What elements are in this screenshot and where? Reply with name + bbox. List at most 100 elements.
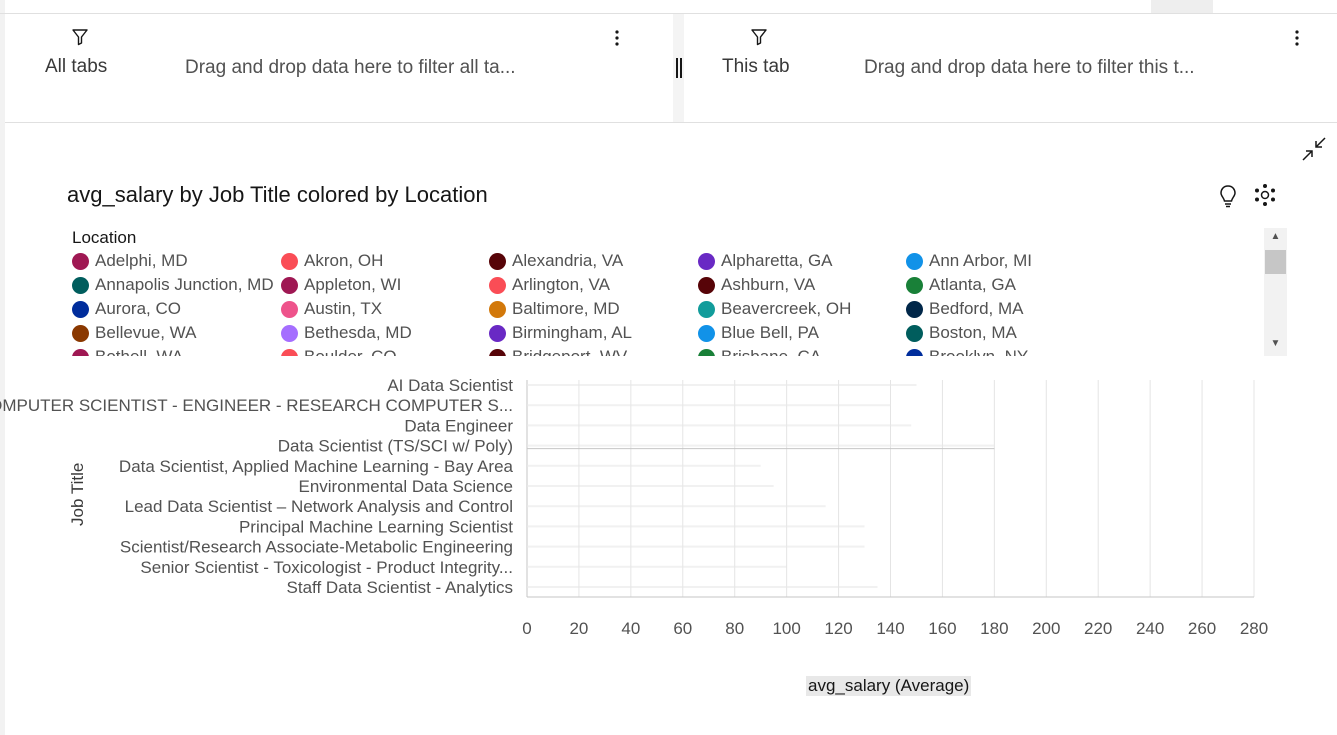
- resize-handle-bar: [680, 58, 682, 78]
- bar: [527, 384, 917, 386]
- legend-item-label: Brooklyn, NY: [929, 347, 1028, 356]
- bar: [527, 586, 878, 588]
- legend-item-label: Appleton, WI: [304, 275, 402, 294]
- legend-item[interactable]: Boston, MA: [906, 323, 1017, 343]
- legend-item[interactable]: Bridgeport, WV: [489, 347, 627, 356]
- x-tick-label: 220: [1084, 619, 1112, 638]
- legend-item[interactable]: Baltimore, MD: [489, 299, 620, 319]
- legend-swatch: [72, 252, 89, 270]
- y-tick-label: Senior Scientist - Toxicologist - Produc…: [140, 558, 513, 577]
- legend-swatch: [281, 276, 298, 294]
- lightbulb-icon[interactable]: [1216, 183, 1240, 209]
- legend-swatch: [489, 348, 506, 356]
- legend-item[interactable]: Brisbane, CA: [698, 347, 821, 356]
- legend-item-label: Birmingham, AL: [512, 323, 632, 342]
- chart-title: avg_salary by Job Title colored by Locat…: [67, 182, 488, 207]
- resize-handle[interactable]: [676, 58, 678, 78]
- legend-swatch: [698, 348, 715, 356]
- x-tick-label: 160: [928, 619, 956, 638]
- left-panel-edge: [0, 0, 5, 735]
- filter-icon[interactable]: [749, 27, 769, 47]
- legend-item[interactable]: Blue Bell, PA: [698, 323, 819, 343]
- legend-item-label: Brisbane, CA: [721, 347, 821, 356]
- legend-swatch: [906, 252, 923, 270]
- legend-swatch: [72, 324, 89, 342]
- legend-swatch: [281, 300, 298, 318]
- this-tab-drop-zone[interactable]: Drag and drop data here to filter this t…: [864, 57, 1195, 78]
- legend-swatch: [489, 324, 506, 342]
- legend-swatch: [698, 324, 715, 342]
- legend-item[interactable]: Austin, TX: [281, 299, 382, 319]
- legend-swatch: [281, 324, 298, 342]
- legend-item[interactable]: Bedford, MA: [906, 299, 1024, 319]
- bar-chart: 0 20 40 60 80 100 120 140 160 180 200 220 240 260 280 A…: [0, 376, 1268, 638]
- x-tick-label: 240: [1136, 619, 1164, 638]
- legend-item-label: Bridgeport, WV: [512, 347, 627, 356]
- legend-item[interactable]: Appleton, WI: [281, 275, 401, 295]
- legend-item[interactable]: Ann Arbor, MI: [906, 251, 1032, 271]
- bar: [527, 404, 891, 407]
- legend-item[interactable]: Alexandria, VA: [489, 251, 623, 271]
- legend-item[interactable]: Arlington, VA: [489, 275, 610, 295]
- bar: [527, 505, 826, 508]
- tab-bar-border: [0, 13, 1337, 14]
- x-tick-label: 80: [725, 619, 744, 638]
- tab-stub[interactable]: [1151, 0, 1213, 13]
- legend-item-label: Alpharetta, GA: [721, 251, 833, 270]
- legend-item[interactable]: Brooklyn, NY: [906, 347, 1028, 356]
- legend-item[interactable]: Bethesda, MD: [281, 323, 412, 343]
- legend-item-label: Blue Bell, PA: [721, 323, 819, 342]
- legend-swatch: [906, 348, 923, 356]
- y-tick-label: Data Engineer: [404, 416, 513, 435]
- this-tab-label: This tab: [722, 56, 790, 77]
- x-tick-label: 280: [1240, 619, 1268, 638]
- overflow-menu-icon[interactable]: [607, 28, 627, 48]
- y-tick-label: AI Data Scientist: [387, 376, 513, 395]
- legend-swatch: [906, 276, 923, 294]
- visualization-settings-icon[interactable]: [1252, 182, 1278, 208]
- legend-item[interactable]: Alpharetta, GA: [698, 251, 833, 271]
- legend-swatch: [906, 324, 923, 342]
- legend-item[interactable]: Birmingham, AL: [489, 323, 632, 343]
- legend-item-label: Arlington, VA: [512, 275, 610, 294]
- filter-icon[interactable]: [70, 27, 90, 47]
- y-tick-label: Data Scientist, Applied Machine Learning…: [119, 457, 514, 476]
- legend-item-label: Boulder, CO: [304, 347, 397, 356]
- x-tick-label: 60: [673, 619, 692, 638]
- legend-item[interactable]: Atlanta, GA: [906, 275, 1016, 295]
- legend-item-label: Austin, TX: [304, 299, 383, 318]
- legend-item-label: Akron, OH: [304, 251, 384, 270]
- scroll-down-arrow-icon[interactable]: ▼: [1270, 338, 1281, 349]
- legend-item[interactable]: Akron, OH: [281, 251, 383, 271]
- legend-swatch: [698, 276, 715, 294]
- x-tick-label: 20: [569, 619, 588, 638]
- y-tick-label: OMPUTER SCIENTIST - ENGINEER - RESEARCH …: [0, 396, 513, 415]
- scroll-up-arrow-icon[interactable]: ▲: [1270, 231, 1281, 242]
- legend-item[interactable]: Adelphi, MD: [72, 251, 188, 271]
- legend-item[interactable]: Boulder, CO: [281, 347, 397, 356]
- legend-swatch: [906, 300, 923, 318]
- legend-item[interactable]: Ashburn, VA: [698, 275, 815, 295]
- legend-item-label: Boston, MA: [929, 323, 1017, 342]
- legend-item-label: Annapolis Junction, MD: [95, 275, 274, 294]
- bar: [527, 424, 912, 427]
- x-tick-label: 180: [980, 619, 1008, 638]
- legend-scroll-thumb[interactable]: [1265, 250, 1286, 274]
- legend-item[interactable]: Annapolis Junction, MD: [72, 275, 274, 295]
- legend-item[interactable]: Aurora, CO: [72, 299, 181, 319]
- y-tick-label: Principal Machine Learning Scientist: [239, 517, 513, 536]
- y-tick-label: Staff Data Scientist - Analytics: [287, 578, 513, 597]
- legend-item-label: Ashburn, VA: [721, 275, 816, 294]
- legend-item-label: Aurora, CO: [95, 299, 181, 318]
- all-tabs-drop-zone[interactable]: Drag and drop data here to filter all ta…: [185, 57, 516, 78]
- minimize-icon[interactable]: [1300, 135, 1328, 163]
- y-tick-label: Environmental Data Science: [298, 477, 513, 496]
- legend-swatch: [281, 252, 298, 270]
- overflow-menu-icon[interactable]: [1287, 28, 1307, 48]
- x-tick-label: 140: [876, 619, 904, 638]
- legend-item[interactable]: Bellevue, WA: [72, 323, 196, 343]
- legend-swatch: [72, 276, 89, 294]
- legend-item-label: Beavercreek, OH: [721, 299, 852, 318]
- legend-item[interactable]: Beavercreek, OH: [698, 299, 851, 319]
- legend-item[interactable]: Bothell, WA: [72, 347, 183, 356]
